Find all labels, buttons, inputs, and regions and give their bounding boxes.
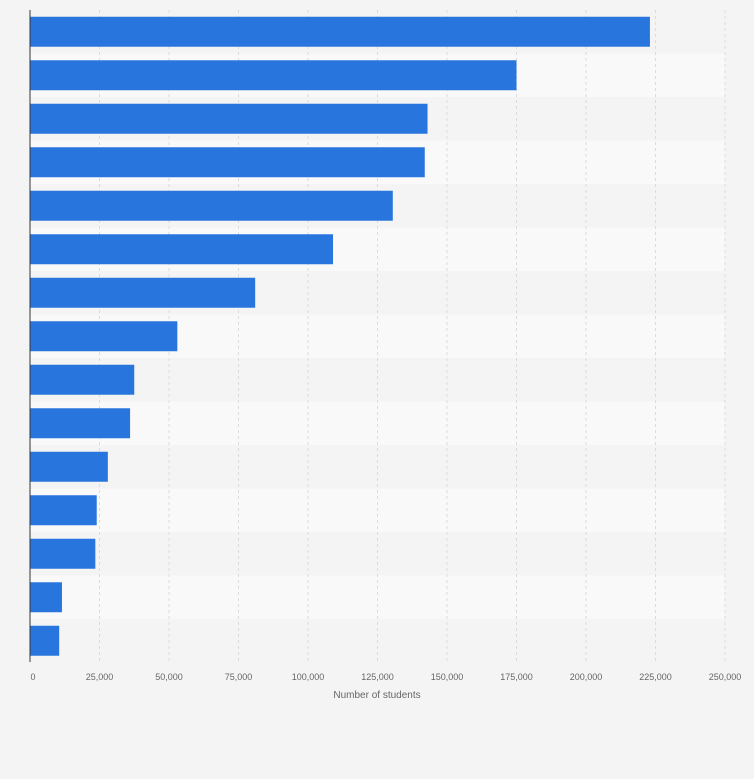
bar[interactable] xyxy=(30,408,131,439)
bar[interactable] xyxy=(30,234,334,265)
x-tick-label: 175,000 xyxy=(500,672,533,682)
bar[interactable] xyxy=(30,625,60,656)
x-tick-label: 25,000 xyxy=(86,672,114,682)
bars xyxy=(30,16,650,656)
x-tick-labels: 0 25,000 50,000 75,000 100,000 125,000 150,000… xyxy=(30,672,741,682)
x-tick-label: 125,000 xyxy=(361,672,394,682)
bar[interactable] xyxy=(30,147,425,178)
bar[interactable] xyxy=(30,321,178,352)
bar[interactable] xyxy=(30,364,135,395)
bar[interactable] xyxy=(30,190,393,221)
bar[interactable] xyxy=(30,495,97,526)
bar[interactable] xyxy=(30,60,517,91)
x-tick-label: 50,000 xyxy=(155,672,183,682)
x-tick-label: 100,000 xyxy=(292,672,325,682)
x-axis-label: Number of students xyxy=(333,690,420,701)
x-tick-label: 75,000 xyxy=(225,672,253,682)
bar[interactable] xyxy=(30,538,96,569)
x-tick-label: 150,000 xyxy=(431,672,464,682)
x-tick-label: 0 xyxy=(30,672,35,682)
bar[interactable] xyxy=(30,582,62,613)
bar[interactable] xyxy=(30,103,428,134)
bar[interactable] xyxy=(30,277,256,308)
bar[interactable] xyxy=(30,16,650,47)
bar[interactable] xyxy=(30,451,108,482)
x-tick-label: 200,000 xyxy=(570,672,603,682)
x-tick-label: 250,000 xyxy=(709,672,742,682)
x-tick-label: 225,000 xyxy=(639,672,672,682)
